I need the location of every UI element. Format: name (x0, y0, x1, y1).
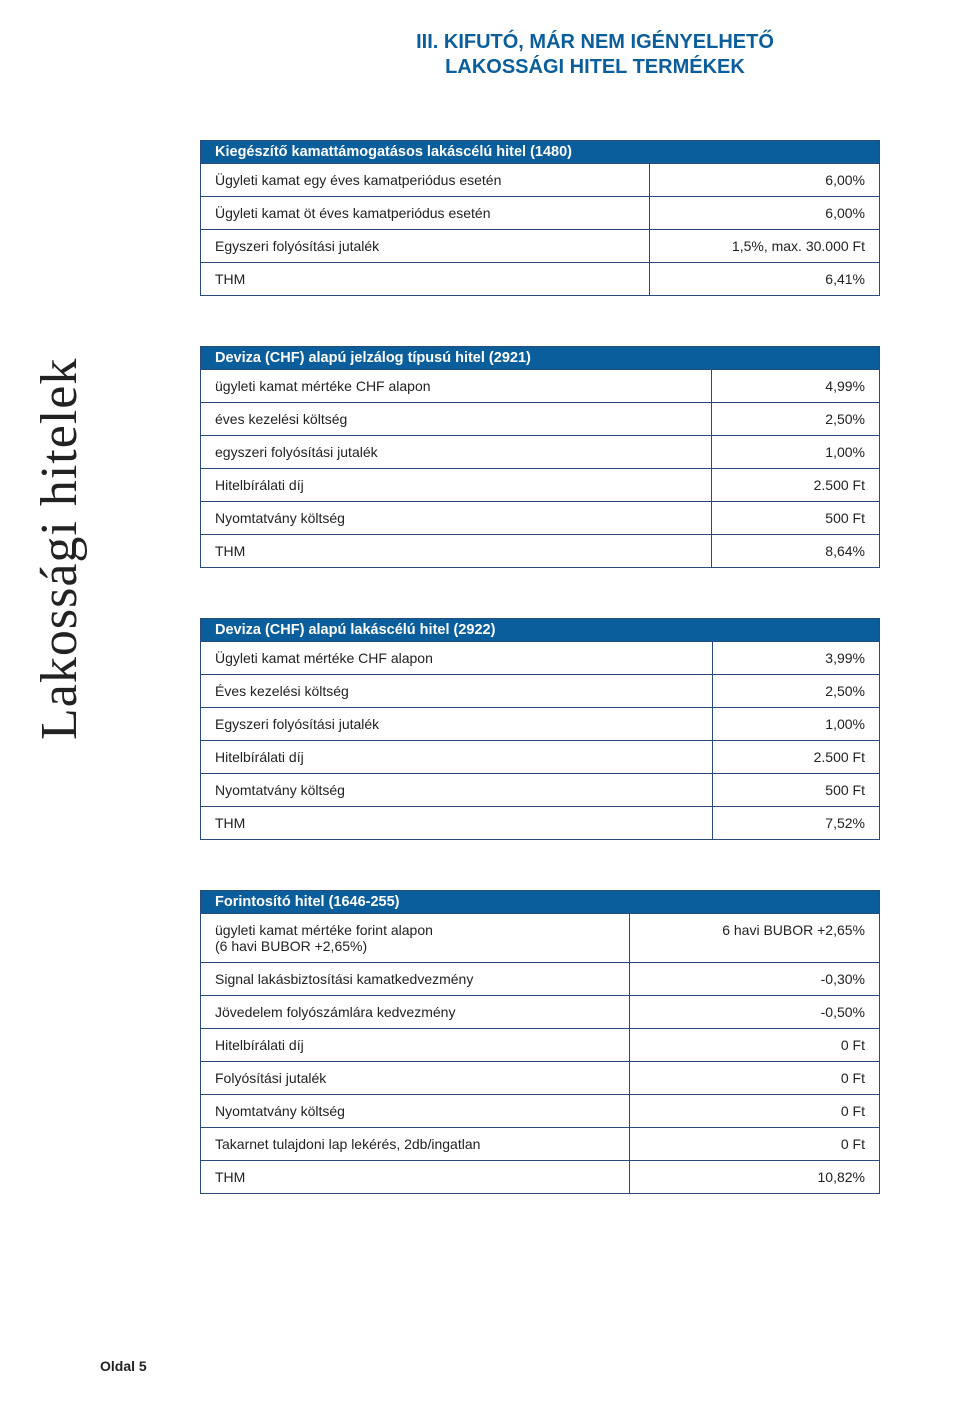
table-row: Takarnet tulajdoni lap lekérés, 2db/inga… (201, 1128, 880, 1161)
table-row: Egyszeri folyósítási jutalék1,5%, max. 3… (201, 230, 880, 263)
row-label: Hitelbírálati díj (201, 1029, 630, 1062)
row-value: 0 Ft (629, 1029, 879, 1062)
row-value: 4,99% (712, 370, 880, 403)
row-label: Jövedelem folyószámlára kedvezmény (201, 996, 630, 1029)
row-value: 8,64% (712, 535, 880, 568)
row-value: 1,00% (713, 708, 880, 741)
table-row: THM10,82% (201, 1161, 880, 1194)
row-label: ügyleti kamat mértéke CHF alapon (201, 370, 712, 403)
row-value: 0 Ft (629, 1095, 879, 1128)
row-label: egyszeri folyósítási jutalék (201, 436, 712, 469)
row-value: 6,41% (649, 263, 880, 296)
row-label: Signal lakásbiztosítási kamatkedvezmény (201, 963, 630, 996)
product-table: Kiegészítő kamattámogatásos lakáscélú hi… (200, 140, 880, 296)
table-row: Jövedelem folyószámlára kedvezmény-0,50% (201, 996, 880, 1029)
table-row: THM8,64% (201, 535, 880, 568)
row-value: 2.500 Ft (712, 469, 880, 502)
row-label: Folyósítási jutalék (201, 1062, 630, 1095)
page-title: III. KIFUTÓ, MÁR NEM IGÉNYELHETŐ LAKOSSÁ… (300, 30, 890, 80)
table-row: Éves kezelési költség2,50% (201, 675, 880, 708)
row-label: Egyszeri folyósítási jutalék (201, 708, 713, 741)
table-row: Signal lakásbiztosítási kamatkedvezmény-… (201, 963, 880, 996)
row-value: 0 Ft (629, 1062, 879, 1095)
row-label: ügyleti kamat mértéke forint alapon (6 h… (201, 914, 630, 963)
row-value: 2.500 Ft (713, 741, 880, 774)
table-row: THM6,41% (201, 263, 880, 296)
row-label: Éves kezelési költség (201, 675, 713, 708)
title-line-2: LAKOSSÁGI HITEL TERMÉKEK (445, 56, 745, 78)
row-label: éves kezelési költség (201, 403, 712, 436)
row-label: Nyomtatvány költség (201, 1095, 630, 1128)
row-label: Ügyleti kamat egy éves kamatperiódus ese… (201, 164, 650, 197)
table-header: Deviza (CHF) alapú lakáscélú hitel (2922… (201, 619, 880, 642)
table-row: Hitelbírálati díj2.500 Ft (201, 469, 880, 502)
row-value: -0,30% (629, 963, 879, 996)
table-row: Folyósítási jutalék0 Ft (201, 1062, 880, 1095)
row-label: Hitelbírálati díj (201, 469, 712, 502)
row-label: THM (201, 807, 713, 840)
row-label: Ügyleti kamat öt éves kamatperiódus eset… (201, 197, 650, 230)
row-value: 10,82% (629, 1161, 879, 1194)
table-row: Hitelbírálati díj2.500 Ft (201, 741, 880, 774)
page-footer: Oldal 5 (100, 1358, 147, 1374)
product-table: Deviza (CHF) alapú lakáscélú hitel (2922… (200, 618, 880, 840)
row-label: Nyomtatvány költség (201, 774, 713, 807)
table-row: éves kezelési költség2,50% (201, 403, 880, 436)
product-table: Forintosító hitel (1646-255)ügyleti kama… (200, 890, 880, 1194)
row-label: THM (201, 1161, 630, 1194)
table-header: Forintosító hitel (1646-255) (201, 891, 880, 914)
row-value: 1,00% (712, 436, 880, 469)
row-value: 7,52% (713, 807, 880, 840)
row-label: THM (201, 263, 650, 296)
table-row: THM7,52% (201, 807, 880, 840)
table-row: Ügyleti kamat öt éves kamatperiódus eset… (201, 197, 880, 230)
table-row: Nyomtatvány költség500 Ft (201, 774, 880, 807)
table-row: ügyleti kamat mértéke forint alapon (6 h… (201, 914, 880, 963)
row-value: 2,50% (713, 675, 880, 708)
page: III. KIFUTÓ, MÁR NEM IGÉNYELHETŐ LAKOSSÁ… (0, 0, 960, 1402)
table-row: Nyomtatvány költség500 Ft (201, 502, 880, 535)
side-label: Lakossági hitelek (30, 358, 89, 740)
table-row: Ügyleti kamat mértéke CHF alapon3,99% (201, 642, 880, 675)
tables-region: Kiegészítő kamattámogatásos lakáscélú hi… (200, 140, 880, 1194)
row-label: Takarnet tulajdoni lap lekérés, 2db/inga… (201, 1128, 630, 1161)
title-line-1: III. KIFUTÓ, MÁR NEM IGÉNYELHETŐ (416, 31, 774, 53)
row-label: Nyomtatvány költség (201, 502, 712, 535)
table-row: Ügyleti kamat egy éves kamatperiódus ese… (201, 164, 880, 197)
row-label: THM (201, 535, 712, 568)
row-value: 6,00% (649, 197, 880, 230)
table-header: Deviza (CHF) alapú jelzálog típusú hitel… (201, 347, 880, 370)
row-value: 3,99% (713, 642, 880, 675)
row-label: Hitelbírálati díj (201, 741, 713, 774)
table-header: Kiegészítő kamattámogatásos lakáscélú hi… (201, 141, 880, 164)
table-row: Nyomtatvány költség0 Ft (201, 1095, 880, 1128)
row-value: 500 Ft (713, 774, 880, 807)
row-value: 6 havi BUBOR +2,65% (629, 914, 879, 963)
row-value: -0,50% (629, 996, 879, 1029)
row-value: 0 Ft (629, 1128, 879, 1161)
row-value: 6,00% (649, 164, 880, 197)
row-value: 1,5%, max. 30.000 Ft (649, 230, 880, 263)
table-row: ügyleti kamat mértéke CHF alapon4,99% (201, 370, 880, 403)
row-label: Egyszeri folyósítási jutalék (201, 230, 650, 263)
row-value: 2,50% (712, 403, 880, 436)
table-row: egyszeri folyósítási jutalék1,00% (201, 436, 880, 469)
table-row: Hitelbírálati díj0 Ft (201, 1029, 880, 1062)
product-table: Deviza (CHF) alapú jelzálog típusú hitel… (200, 346, 880, 568)
row-label: Ügyleti kamat mértéke CHF alapon (201, 642, 713, 675)
table-row: Egyszeri folyósítási jutalék1,00% (201, 708, 880, 741)
row-value: 500 Ft (712, 502, 880, 535)
